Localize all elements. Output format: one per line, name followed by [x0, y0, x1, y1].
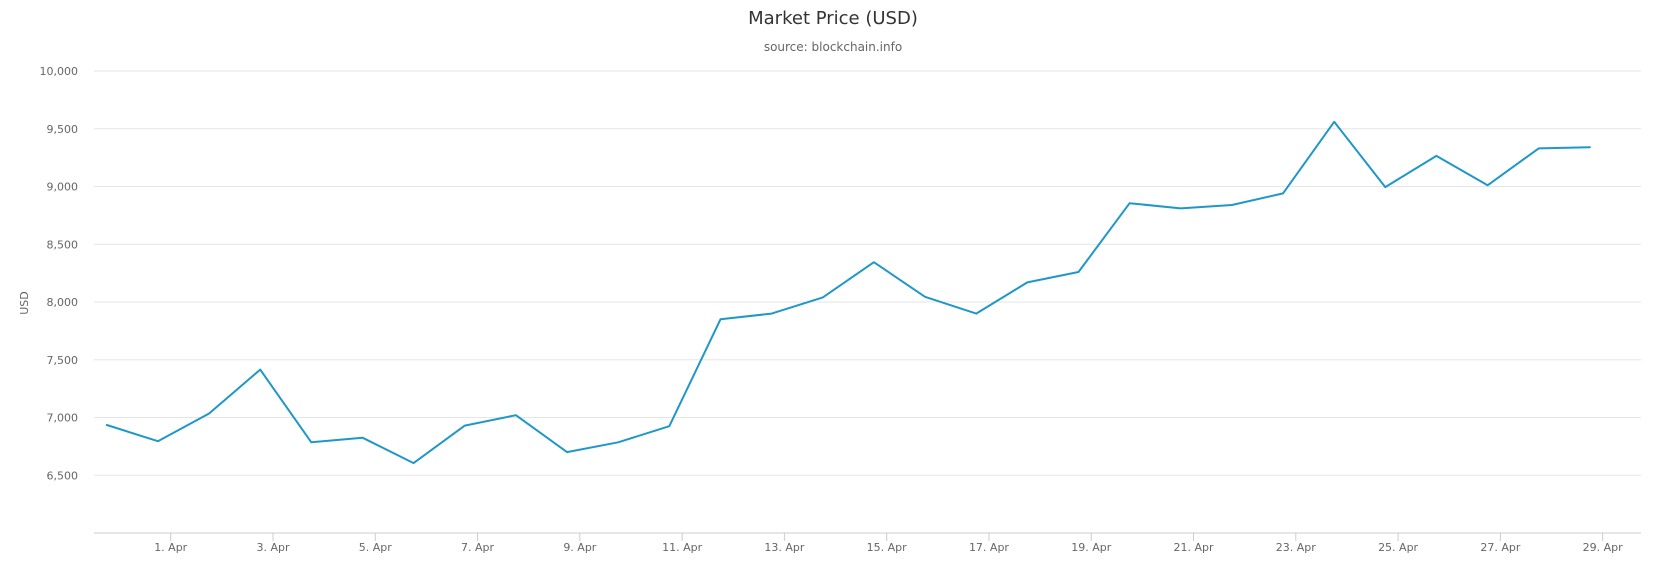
- x-tick-label: 11. Apr: [662, 541, 702, 554]
- x-tick-label: 15. Apr: [867, 541, 907, 554]
- y-tick-label: 7,500: [47, 354, 79, 367]
- price-point[interactable]: [256, 366, 264, 374]
- y-tick-label: 6,500: [47, 469, 79, 482]
- price-point[interactable]: [154, 437, 162, 445]
- price-point[interactable]: [1228, 201, 1236, 209]
- x-tick-label: 1. Apr: [154, 541, 187, 554]
- chart-title: Market Price (USD): [748, 8, 918, 29]
- price-point[interactable]: [768, 310, 776, 318]
- price-point[interactable]: [359, 434, 367, 442]
- x-tick-label: 7. Apr: [461, 541, 494, 554]
- x-tick-label: 13. Apr: [764, 541, 804, 554]
- price-point[interactable]: [972, 310, 980, 318]
- price-point[interactable]: [819, 293, 827, 301]
- price-point[interactable]: [512, 411, 520, 419]
- x-tick-label: 9. Apr: [563, 541, 596, 554]
- price-point[interactable]: [103, 421, 111, 429]
- price-point[interactable]: [614, 438, 622, 446]
- price-point[interactable]: [1330, 118, 1338, 126]
- y-tick-label: 9,000: [47, 181, 79, 194]
- price-point[interactable]: [1075, 268, 1083, 276]
- price-point[interactable]: [665, 422, 673, 430]
- x-tick-label: 17. Apr: [969, 541, 1009, 554]
- y-tick-label: 9,500: [47, 123, 79, 136]
- x-tick-label: 3. Apr: [256, 541, 289, 554]
- price-point[interactable]: [410, 459, 418, 467]
- price-point[interactable]: [1432, 152, 1440, 160]
- y-tick-label: 7,000: [47, 412, 79, 425]
- price-point[interactable]: [1381, 183, 1389, 191]
- price-point[interactable]: [307, 438, 315, 446]
- price-point[interactable]: [461, 422, 469, 430]
- price-point[interactable]: [717, 315, 725, 323]
- y-axis-title: USD: [18, 291, 31, 315]
- y-tick-label: 10,000: [40, 65, 79, 78]
- series-group: [103, 118, 1594, 467]
- y-tick-labels: 6,500 7,000 7,500 8,000 8,500 9,000 9,500 10,00…: [40, 65, 79, 482]
- price-point[interactable]: [205, 410, 213, 418]
- price-point[interactable]: [921, 293, 929, 301]
- x-tick-label: 23. Apr: [1276, 541, 1316, 554]
- price-point[interactable]: [1177, 204, 1185, 212]
- price-point[interactable]: [1023, 278, 1031, 286]
- x-tick-label: 21. Apr: [1174, 541, 1214, 554]
- x-tick-label: 29. Apr: [1583, 541, 1623, 554]
- x-tick-label: 19. Apr: [1071, 541, 1111, 554]
- price-point[interactable]: [870, 258, 878, 266]
- price-point[interactable]: [563, 448, 571, 456]
- x-tick-label: 27. Apr: [1480, 541, 1520, 554]
- price-point[interactable]: [1586, 143, 1594, 151]
- y-gridlines: [94, 70, 1641, 476]
- price-point[interactable]: [1484, 181, 1492, 189]
- y-tick-label: 8,500: [47, 238, 79, 251]
- y-tick-label: 8,000: [47, 296, 79, 309]
- chart-subtitle: source: blockchain.info: [764, 40, 902, 54]
- price-series-line: [105, 120, 1591, 465]
- price-point[interactable]: [1279, 189, 1287, 197]
- x-axis-ticks: 1. Apr 3. Apr 5. Apr 7. Apr 9. Apr 11. Apr 13.…: [154, 533, 1623, 554]
- x-tick-label: 25. Apr: [1378, 541, 1418, 554]
- price-point[interactable]: [1535, 144, 1543, 152]
- x-tick-label: 5. Apr: [359, 541, 392, 554]
- price-point[interactable]: [1126, 199, 1134, 207]
